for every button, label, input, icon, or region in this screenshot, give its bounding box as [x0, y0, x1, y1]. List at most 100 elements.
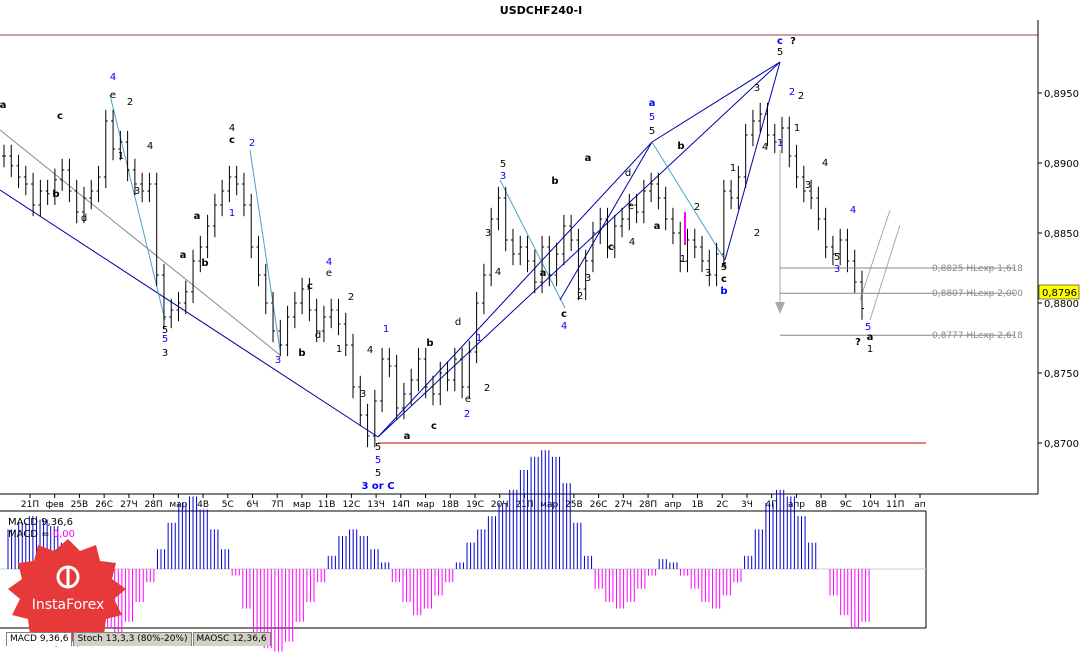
wave-label: 1: [867, 344, 873, 355]
wave-label: c: [307, 281, 313, 292]
wave-label: 3: [275, 355, 281, 366]
wave-label: b: [201, 258, 208, 269]
date-tick-label: 19С: [466, 500, 484, 510]
wave-label: a: [0, 100, 6, 111]
price-bar: [372, 389, 377, 448]
wave-label: 4: [110, 72, 116, 83]
target-arrowhead: [775, 302, 785, 314]
price-bar: [765, 102, 770, 147]
price-bar: [656, 172, 661, 210]
wave-label: 2: [484, 383, 490, 394]
wave-label: e: [326, 268, 332, 279]
price-bar: [191, 249, 196, 303]
tab-stoch[interactable]: Stoch 13,3,3 (80%-20%): [73, 632, 192, 646]
wave-label: c: [777, 36, 783, 47]
date-tick-label: фев: [45, 500, 64, 510]
wave-label: 3: [705, 268, 711, 279]
price-bar: [380, 347, 385, 413]
tab-maosc[interactable]: MAOSC 12,36,6: [192, 632, 271, 646]
price-bar: [525, 235, 530, 273]
wave-label: 3: [360, 389, 366, 400]
price-bar: [140, 172, 145, 203]
wave-label: 3: [134, 186, 140, 197]
wave-label: e: [465, 394, 471, 405]
price-bar: [241, 172, 246, 217]
price-bar: [125, 130, 130, 182]
date-tick-label: 28П: [639, 500, 657, 510]
macd-value-label: MACD = 0,00: [8, 529, 75, 540]
price-bar: [205, 214, 210, 259]
price-bar: [9, 144, 14, 177]
wave-label: c: [229, 135, 235, 146]
hlexp-levels: 0,8825 HLexp 1,618 0,8807 HLexp 2,000 0,87…: [780, 264, 1023, 341]
wave-label: 4: [762, 142, 768, 153]
wave-label: 4: [629, 237, 635, 248]
wave-label: d: [315, 330, 321, 341]
wave-line: [249, 149, 281, 351]
wave-label: 3: [162, 348, 168, 359]
price-bar: [300, 277, 305, 315]
wave-label: 3: [500, 171, 506, 182]
date-tick-label: апр: [664, 500, 681, 510]
wave-label: b: [677, 141, 684, 152]
price-bar: [605, 207, 610, 259]
price-bar: [489, 207, 494, 287]
price-bar: [649, 172, 654, 203]
price-bar: [227, 165, 232, 203]
wave-label: b: [52, 189, 59, 200]
wave-line: [651, 61, 781, 143]
date-tick-label: 4В: [197, 500, 209, 510]
price-bar: [38, 179, 43, 217]
price-bar: [409, 368, 414, 406]
price-bar: [510, 228, 515, 266]
wave-label: d: [81, 213, 87, 224]
price-bar: [532, 249, 537, 294]
price-bar: [481, 263, 486, 315]
price-bar: [278, 319, 283, 357]
wave-label: 3: [805, 180, 811, 191]
wave-label: a: [404, 431, 411, 442]
price-bar: [729, 179, 734, 210]
price-bar: [809, 179, 814, 210]
price-bar: [220, 179, 225, 217]
wave-label: d: [455, 317, 461, 328]
price-bar: [678, 221, 683, 273]
wave-line: [0, 189, 379, 438]
price-bar: [292, 291, 297, 329]
price-bar: [431, 375, 435, 406]
price-bar: [830, 235, 835, 266]
price-bar: [780, 116, 785, 154]
price-axis: 0,8950 0,8900 0,8850 0,8800 0,8750 0,8700: [1038, 89, 1079, 450]
wave-line: [377, 141, 653, 438]
price-bar: [31, 172, 36, 217]
wave-label: 4: [147, 141, 153, 152]
date-tick-label: 4П: [765, 500, 778, 510]
price-bar: [169, 298, 174, 329]
wave-label: b: [298, 348, 305, 359]
indicator-tabs: MACD 9,36,6 Stoch 13,3,3 (80%-20%) MAOSC…: [6, 632, 272, 646]
date-tick-label: 20Ч: [491, 500, 509, 510]
price-bar: [692, 228, 697, 259]
wave-label: 5: [500, 159, 506, 170]
wave-label: 2: [754, 228, 760, 239]
date-tick-label: ап: [914, 500, 926, 510]
wave-label: e: [628, 201, 634, 212]
tab-macd[interactable]: MACD 9,36,6: [6, 632, 73, 646]
price-bar: [416, 347, 421, 392]
price-bar: [234, 165, 239, 196]
wave-label: 5: [375, 442, 381, 453]
price-bar: [81, 186, 86, 224]
price-bar: [576, 228, 581, 301]
date-tick-label: 11В: [318, 500, 336, 510]
wave-label: 4: [561, 321, 567, 332]
date-tick-label: 13Ч: [367, 500, 385, 510]
wave-label: 2: [789, 87, 795, 98]
price-bar: [714, 242, 719, 287]
wave-label: ?: [790, 36, 796, 47]
price-tick-label: 0,8950: [1044, 89, 1079, 100]
date-tick-label: 1В: [692, 500, 704, 510]
wave-label: 4: [326, 257, 332, 268]
hlexp-label: 0,8807 HLexp 2,000: [932, 289, 1023, 299]
wave-line: [377, 61, 781, 438]
